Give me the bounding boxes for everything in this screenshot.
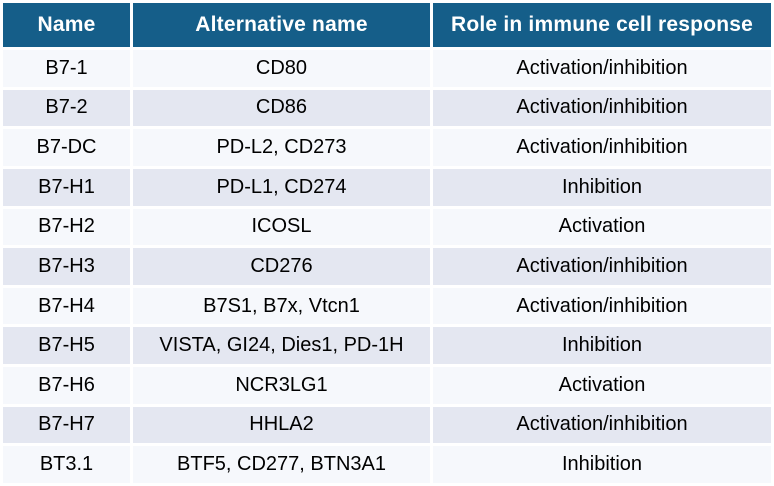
cell-role: Activation/inhibition [433, 287, 771, 325]
cell-role: Inhibition [433, 168, 771, 206]
cell-name: B7-2 [3, 89, 130, 127]
cell-name: B7-H4 [3, 287, 130, 325]
cell-name: B7-H3 [3, 248, 130, 285]
cell-name: BT3.1 [3, 446, 130, 483]
cell-name: B7-H7 [3, 406, 130, 444]
column-header-alternative-name: Alternative name [133, 3, 430, 47]
table-row: B7-H7 HHLA2 Activation/inhibition [3, 406, 771, 444]
table-row: B7-H3 CD276 Activation/inhibition [3, 248, 771, 285]
column-header-name: Name [3, 3, 130, 47]
cell-role: Inhibition [433, 446, 771, 483]
cell-role: Activation/inhibition [433, 248, 771, 285]
cell-alternative-name: BTF5, CD277, BTN3A1 [133, 446, 430, 483]
cell-alternative-name: PD-L2, CD273 [133, 129, 430, 166]
cell-name: B7-H5 [3, 327, 130, 364]
cell-role: Activation/inhibition [433, 406, 771, 444]
table-row: B7-DC PD-L2, CD273 Activation/inhibition [3, 129, 771, 166]
table-row: B7-H5 VISTA, GI24, Dies1, PD-1H Inhibiti… [3, 327, 771, 364]
column-header-role: Role in immune cell response [433, 3, 771, 47]
cell-alternative-name: B7S1, B7x, Vtcn1 [133, 287, 430, 325]
cell-role: Activation/inhibition [433, 50, 771, 87]
table-row: B7-H6 NCR3LG1 Activation [3, 367, 771, 404]
cell-name: B7-H6 [3, 367, 130, 404]
cell-alternative-name: CD276 [133, 248, 430, 285]
table-row: B7-2 CD86 Activation/inhibition [3, 89, 771, 127]
cell-name: B7-H1 [3, 168, 130, 206]
cell-alternative-name: ICOSL [133, 208, 430, 246]
table-row: B7-H1 PD-L1, CD274 Inhibition [3, 168, 771, 206]
table-row: B7-H2 ICOSL Activation [3, 208, 771, 246]
cell-role: Activation/inhibition [433, 89, 771, 127]
cell-alternative-name: CD80 [133, 50, 430, 87]
cell-role: Activation/inhibition [433, 129, 771, 166]
table-row: B7-1 CD80 Activation/inhibition [3, 50, 771, 87]
table-row: B7-H4 B7S1, B7x, Vtcn1 Activation/inhibi… [3, 287, 771, 325]
cell-role: Activation [433, 367, 771, 404]
cell-alternative-name: NCR3LG1 [133, 367, 430, 404]
cell-name: B7-H2 [3, 208, 130, 246]
cell-role: Activation [433, 208, 771, 246]
cell-alternative-name: CD86 [133, 89, 430, 127]
table-row: BT3.1 BTF5, CD277, BTN3A1 Inhibition [3, 446, 771, 483]
cell-role: Inhibition [433, 327, 771, 364]
cell-alternative-name: VISTA, GI24, Dies1, PD-1H [133, 327, 430, 364]
cell-name: B7-1 [3, 50, 130, 87]
cell-alternative-name: HHLA2 [133, 406, 430, 444]
header-row: Name Alternative name Role in immune cel… [3, 3, 771, 47]
cell-alternative-name: PD-L1, CD274 [133, 168, 430, 206]
cell-name: B7-DC [3, 129, 130, 166]
